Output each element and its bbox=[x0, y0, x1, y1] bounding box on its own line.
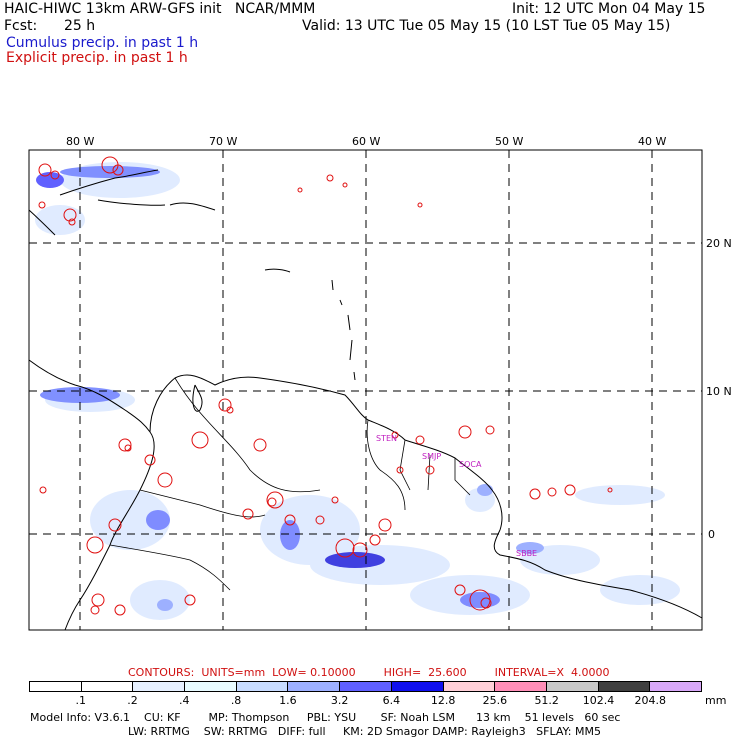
colorbar-cell bbox=[340, 682, 392, 691]
map-title: HAIC-HIWC 13km ARW-GFS init NCAR/MMM bbox=[4, 1, 316, 17]
legend-cumulus: Cumulus precip. in past 1 h bbox=[6, 35, 199, 51]
explicit-precip-contours bbox=[38, 156, 613, 616]
colorbar-cell bbox=[598, 682, 651, 691]
colorbar-label: 12.8 bbox=[430, 694, 456, 707]
lon-label-80w: 80 W bbox=[66, 135, 94, 148]
colorbar bbox=[29, 681, 702, 692]
forecast-hours: 25 h bbox=[64, 18, 96, 34]
colorbar-cell bbox=[546, 682, 599, 691]
colorbar-label: 3.2 bbox=[330, 694, 349, 707]
forecast-label: Fcst: bbox=[4, 18, 38, 34]
colorbar-cell bbox=[391, 682, 444, 691]
contours-info: CONTOURS: UNITS=mm LOW= 0.10000 HIGH= 25… bbox=[128, 666, 610, 679]
lat-label-20n: 20 N bbox=[706, 237, 732, 250]
lon-label-60w: 60 W bbox=[352, 135, 380, 148]
valid-time: Valid: 13 UTC Tue 05 May 15 (10 LST Tue … bbox=[302, 18, 671, 34]
lat-label-0: 0 bbox=[708, 528, 715, 541]
init-time: Init: 12 UTC Mon 04 May 15 bbox=[512, 1, 706, 17]
colorbar-label: .1 bbox=[75, 694, 87, 707]
station-sten: STEN bbox=[376, 434, 397, 443]
colorbar-cell bbox=[133, 682, 186, 691]
station-sbbe: SBBE bbox=[516, 549, 537, 558]
colorbar-label: .4 bbox=[179, 694, 190, 707]
precip-map: STEN SMJP SOCA SBBE 80 W 70 W 60 W 50 W … bbox=[28, 135, 732, 631]
colorbar-label: 51.2 bbox=[534, 694, 559, 707]
legend-explicit: Explicit precip. in past 1 h bbox=[6, 50, 188, 66]
lon-label-40w: 40 W bbox=[638, 135, 666, 148]
colorbar-cell bbox=[650, 682, 701, 691]
boundaries bbox=[109, 377, 471, 591]
graticule bbox=[29, 150, 702, 630]
colorbar-label: 1.6 bbox=[279, 694, 297, 707]
lon-labels: 80 W 70 W 60 W 50 W 40 W bbox=[66, 135, 666, 148]
colorbar-label: .8 bbox=[230, 694, 242, 707]
colorbar-cell bbox=[495, 682, 547, 691]
colorbar-label: 204.8 bbox=[634, 694, 666, 707]
colorbar-cell bbox=[443, 682, 496, 691]
colorbar-label: 6.4 bbox=[382, 694, 401, 707]
colorbar-label: 102.4 bbox=[582, 694, 615, 707]
colorbar-cell bbox=[288, 682, 341, 691]
lon-label-70w: 70 W bbox=[209, 135, 237, 148]
colorbar-cell bbox=[236, 682, 289, 691]
colorbar-cell bbox=[81, 682, 134, 691]
colorbar-label: .2 bbox=[127, 694, 138, 707]
lat-labels: 20 N 10 N 0 bbox=[706, 237, 732, 541]
lat-label-10n: 10 N bbox=[706, 385, 732, 398]
station-labels: STEN SMJP SOCA SBBE bbox=[376, 434, 537, 558]
lon-label-50w: 50 W bbox=[495, 135, 523, 148]
model-info-line1: Model Info: V3.6.1 CU: KF MP: Thompson P… bbox=[30, 711, 621, 724]
station-smjp: SMJP bbox=[422, 452, 441, 461]
colorbar-cell bbox=[185, 682, 237, 691]
colorbar-label: 25.6 bbox=[482, 694, 508, 707]
station-soca: SOCA bbox=[459, 460, 482, 469]
colorbar-units: mm bbox=[705, 694, 727, 707]
colorbar-cell bbox=[30, 682, 82, 691]
model-info-line2: LW: RRTMG SW: RRTMG DIFF: full KM: 2D Sm… bbox=[128, 725, 601, 738]
